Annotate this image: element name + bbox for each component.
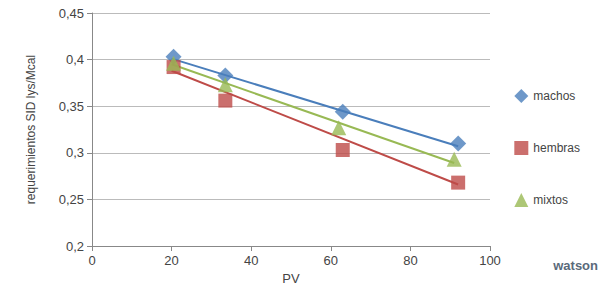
svg-text:PV: PV	[282, 271, 300, 286]
svg-text:hembras: hembras	[533, 141, 580, 155]
svg-text:20: 20	[164, 253, 178, 268]
svg-text:watson: watson	[552, 258, 598, 273]
svg-text:requerimientos SID lys/Mcal: requerimientos SID lys/Mcal	[24, 55, 38, 204]
svg-text:80: 80	[403, 253, 417, 268]
svg-text:100: 100	[479, 253, 501, 268]
svg-text:0: 0	[88, 253, 95, 268]
svg-text:0,45: 0,45	[59, 6, 84, 21]
svg-text:mixtos: mixtos	[533, 193, 568, 207]
svg-text:0,3: 0,3	[66, 145, 84, 160]
svg-text:0,35: 0,35	[59, 99, 84, 114]
svg-text:60: 60	[324, 253, 338, 268]
svg-text:40: 40	[244, 253, 258, 268]
svg-text:0,2: 0,2	[66, 239, 84, 254]
svg-text:0,4: 0,4	[66, 52, 84, 67]
svg-text:machos: machos	[533, 89, 575, 103]
svg-text:0,25: 0,25	[59, 192, 84, 207]
